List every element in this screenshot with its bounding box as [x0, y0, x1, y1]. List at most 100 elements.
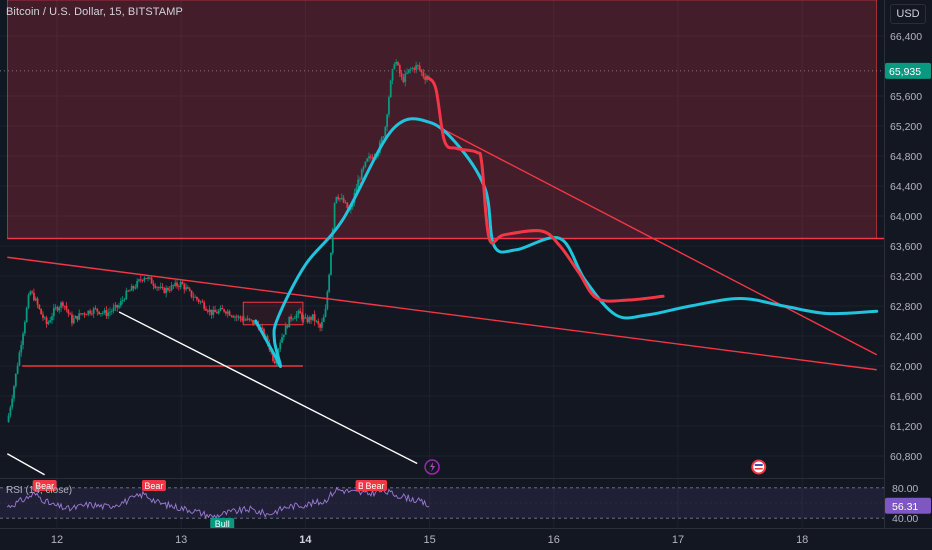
- candle-body: [85, 314, 88, 316]
- candle-body: [107, 312, 110, 316]
- candle-body: [69, 313, 72, 315]
- candle-body: [397, 62, 399, 66]
- candle-body: [89, 310, 91, 314]
- candle-body: [60, 302, 62, 308]
- candle-body: [96, 308, 99, 312]
- flag-icon-stripe2: [754, 468, 763, 470]
- candle-body: [333, 203, 336, 229]
- candle-body: [415, 65, 417, 70]
- candle-body: [47, 322, 50, 324]
- signal-label: Bull: [215, 519, 230, 529]
- candle-body: [129, 290, 131, 292]
- candle-body: [90, 313, 93, 315]
- candle-body: [302, 317, 305, 320]
- candle-body: [78, 313, 81, 320]
- horizontal-levels: [0, 70, 884, 367]
- candle-body: [199, 301, 202, 303]
- candle-body: [185, 287, 187, 290]
- candle-body: [340, 197, 343, 199]
- time-tick-label: 14: [299, 534, 312, 546]
- signal-label: Bear: [35, 481, 54, 491]
- candle-body: [371, 157, 374, 159]
- candle-body: [116, 304, 119, 308]
- candle-body: [80, 313, 82, 315]
- candle-body: [206, 310, 209, 312]
- candle-body: [42, 314, 44, 318]
- candle-body: [58, 307, 61, 311]
- candle-body: [362, 166, 365, 170]
- candle-body: [384, 127, 387, 137]
- candle-body: [330, 252, 332, 275]
- candle-body: [339, 198, 341, 200]
- candle-body: [23, 322, 26, 334]
- candle-body: [290, 316, 293, 319]
- candle-body: [234, 316, 236, 318]
- candle-body: [174, 282, 177, 286]
- price-tick-label: 62,400: [890, 331, 922, 343]
- price-tick-label: 66,400: [890, 31, 922, 43]
- candle-body: [197, 299, 200, 302]
- candle-body: [201, 301, 204, 303]
- candle-body: [132, 286, 135, 289]
- candle-body: [29, 291, 32, 295]
- candle-body: [87, 310, 90, 315]
- candle-body: [306, 317, 309, 323]
- candle-body: [250, 319, 253, 321]
- price-tick-label: 63,200: [890, 271, 922, 283]
- time-axis[interactable]: 12 13 14 15 16 17 18: [0, 528, 932, 547]
- candle-body: [282, 334, 285, 338]
- price-tick-label: 65,600: [890, 91, 922, 103]
- candle-body: [98, 311, 101, 315]
- candle-body: [215, 312, 218, 314]
- candle-body: [223, 309, 226, 312]
- price-tick-label: 65,200: [890, 121, 922, 133]
- candle-body: [346, 202, 349, 209]
- candle-body: [156, 287, 158, 289]
- candle-body: [281, 337, 283, 343]
- trendlines[interactable]: [6, 121, 878, 476]
- candle-body: [38, 304, 41, 309]
- candle-body: [404, 73, 407, 82]
- candle-body: [359, 179, 361, 181]
- candle-body: [139, 279, 142, 281]
- price-tick-label: 62,000: [890, 361, 922, 373]
- candle-body: [221, 307, 224, 310]
- candle-body: [308, 317, 311, 323]
- rsi-label: RSI (14, close): [6, 485, 73, 496]
- candle-body: [293, 318, 296, 319]
- candle-body: [232, 316, 235, 318]
- currency-button[interactable]: USD: [890, 4, 926, 24]
- trendline-1: [7, 256, 877, 371]
- candle-body: [304, 317, 307, 319]
- candle-body: [295, 314, 298, 319]
- candle-body: [368, 156, 370, 159]
- candle-body: [188, 288, 191, 291]
- price-tick-label: 61,600: [890, 391, 922, 403]
- candle-body: [45, 317, 48, 324]
- candle-body: [14, 373, 17, 387]
- candle-body: [344, 202, 347, 204]
- candle-body: [337, 196, 340, 200]
- candle-body: [192, 296, 195, 298]
- candle-body: [279, 342, 282, 350]
- candle-body: [402, 77, 405, 82]
- price-tick-label: 64,400: [890, 181, 922, 193]
- candle-body: [214, 309, 216, 313]
- candle-body: [148, 277, 151, 279]
- projection-curves[interactable]: [254, 75, 879, 369]
- signal-label: Bear: [366, 481, 385, 491]
- lightning-event-icon: [424, 459, 440, 475]
- candle-body: [288, 316, 291, 328]
- signal-badge-bear: [141, 480, 166, 491]
- candle-body: [194, 296, 197, 298]
- price-axis[interactable]: 66,400 65,600 65,200 64,800 64,400 64,000 63,6…: [884, 0, 932, 550]
- candle-body: [328, 274, 331, 292]
- signal-badge-bear: [32, 480, 57, 491]
- candle-body: [154, 285, 157, 288]
- candle-body: [273, 360, 276, 364]
- candle-body: [407, 69, 410, 73]
- candle-body: [105, 310, 108, 316]
- candle-body: [34, 298, 37, 301]
- candle-body: [170, 285, 173, 291]
